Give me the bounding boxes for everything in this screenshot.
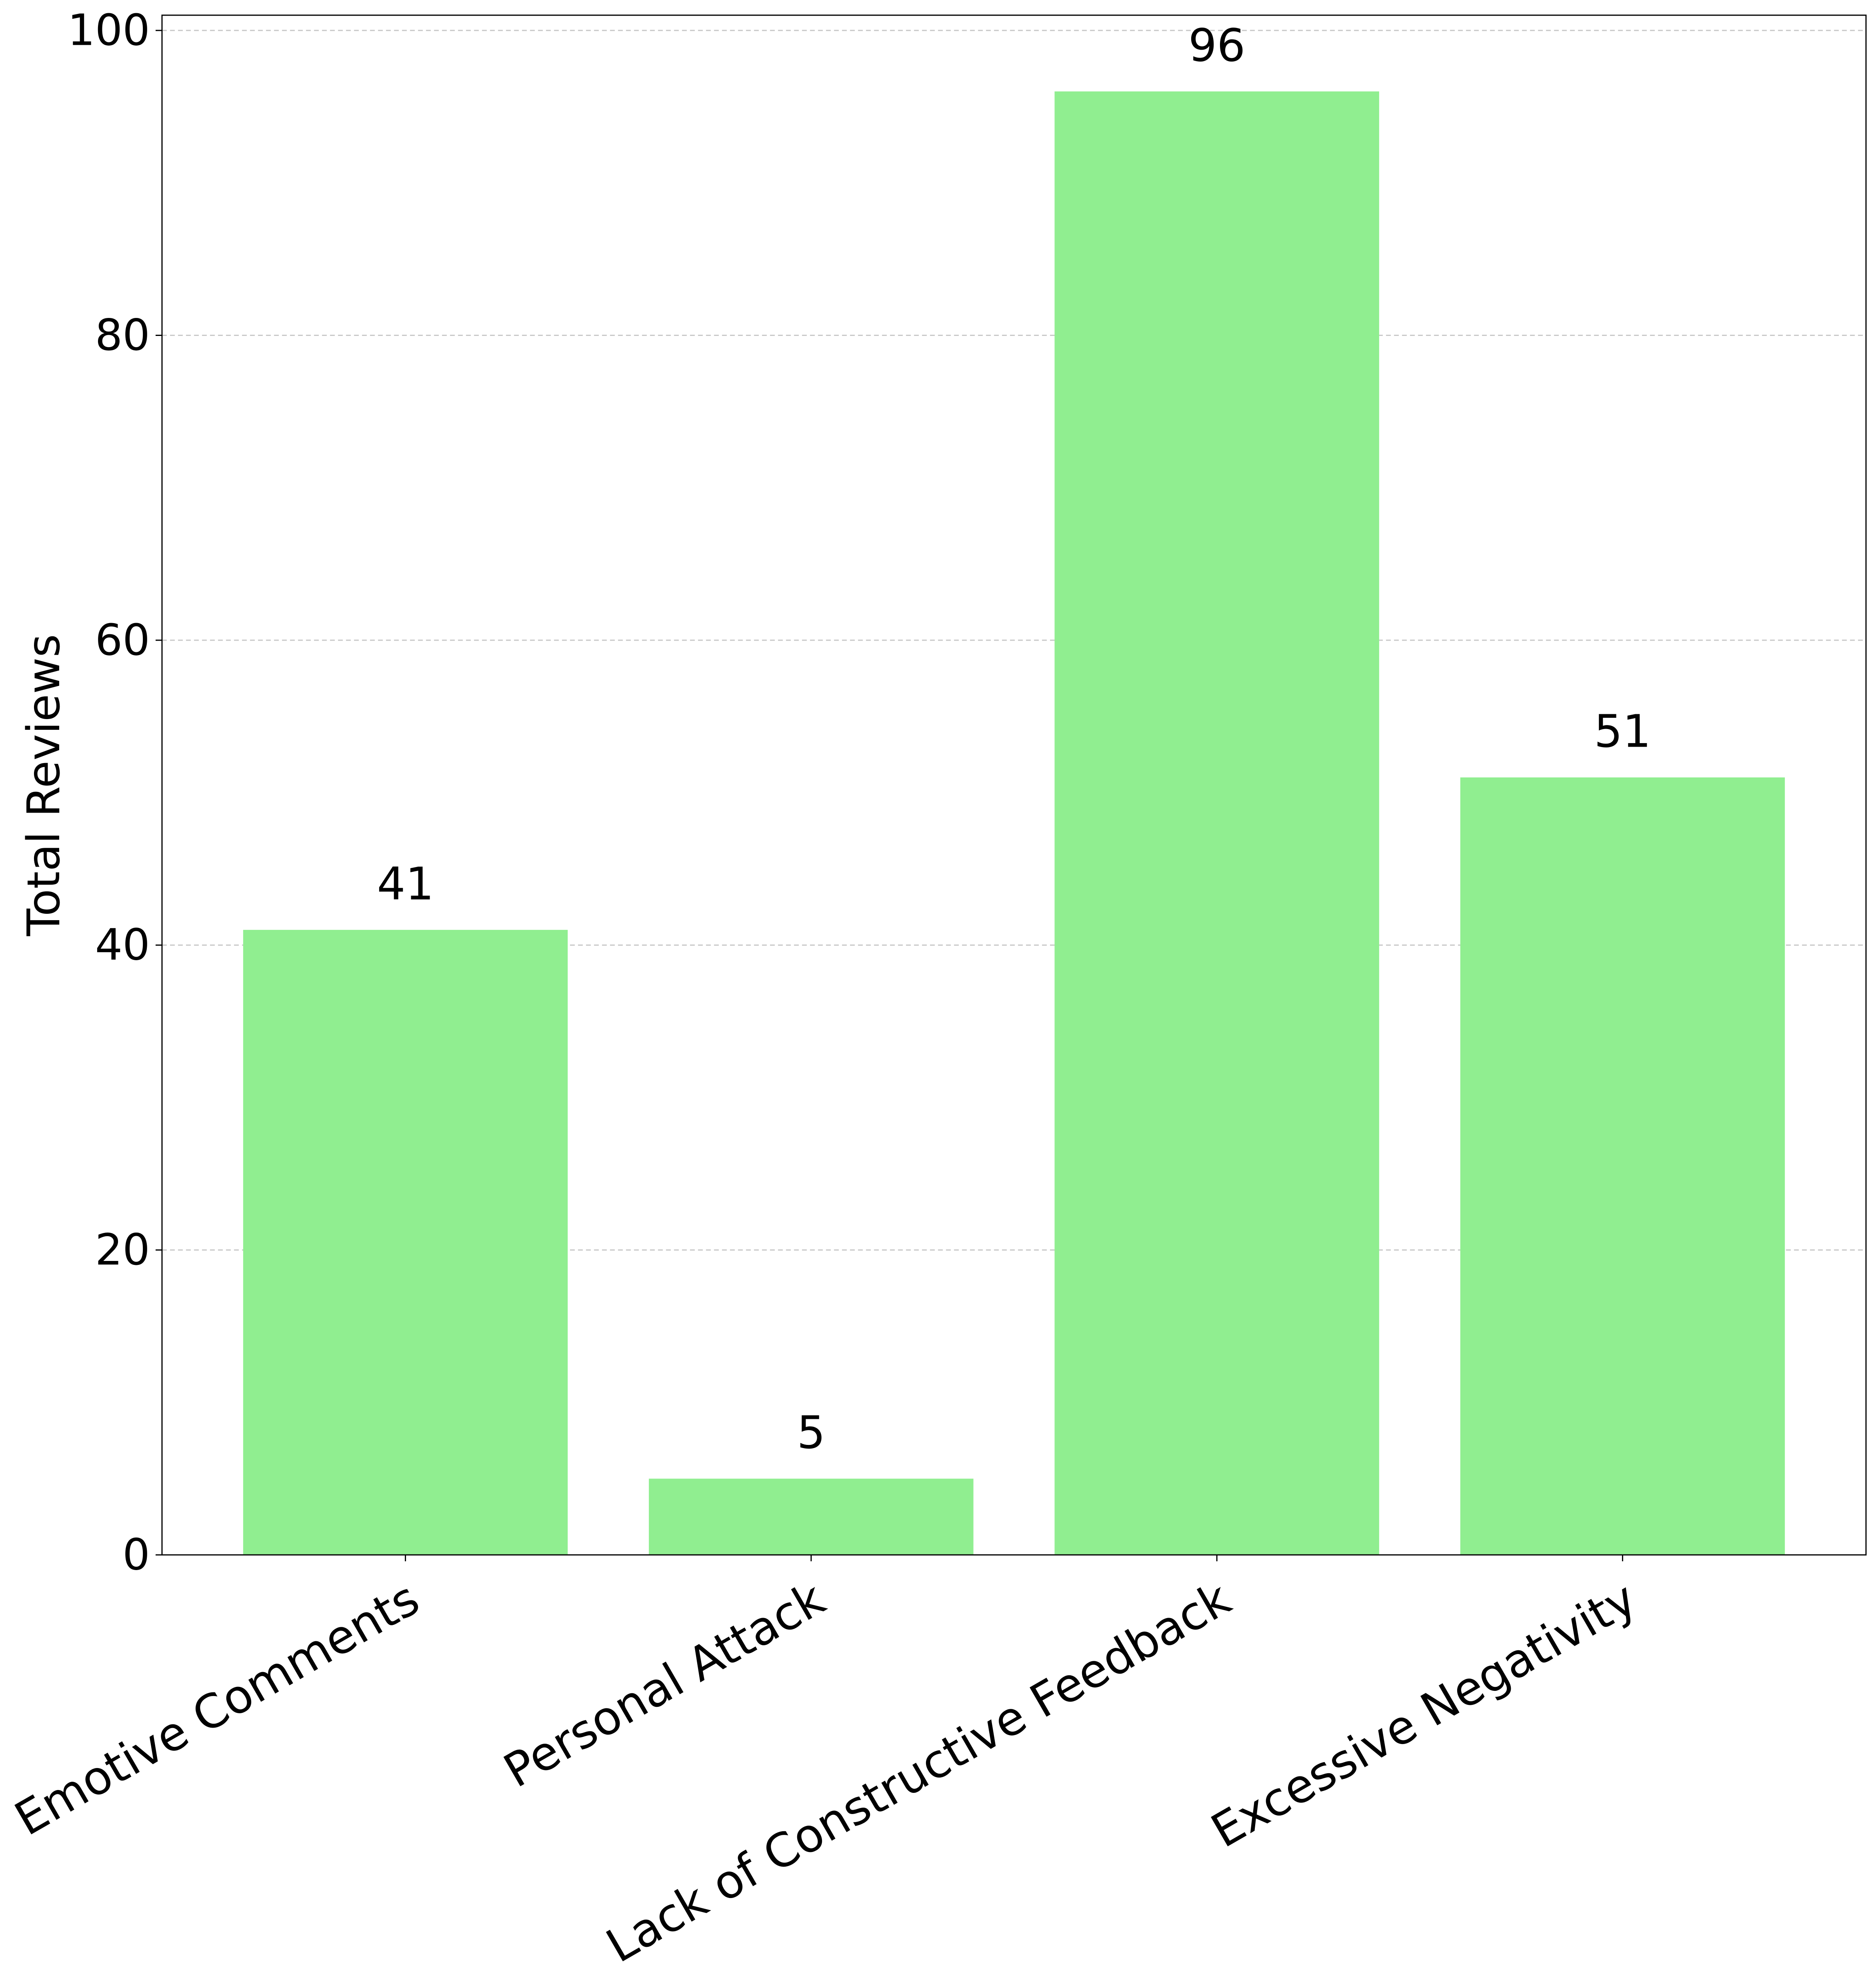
y-tick-label: 60 bbox=[95, 615, 150, 665]
x-tick-label: Excessive Negativity bbox=[1202, 1571, 1645, 1858]
y-tick-label: 40 bbox=[95, 920, 150, 970]
y-tick-label: 100 bbox=[68, 6, 150, 56]
y-tick-label: 80 bbox=[95, 310, 150, 360]
y-axis-title: Total Reviews bbox=[18, 634, 70, 936]
x-tick-label: Lack of Constructive Feedback bbox=[598, 1571, 1240, 1973]
axes bbox=[156, 14, 1867, 1561]
data-label: 41 bbox=[377, 858, 434, 910]
data-label: 51 bbox=[1594, 706, 1651, 758]
y-tick-label: 20 bbox=[95, 1225, 150, 1275]
x-tick-label: Emotive Comments bbox=[6, 1571, 428, 1846]
plot-frame bbox=[161, 14, 1867, 1556]
bars bbox=[243, 91, 1785, 1555]
y-tick-label: 0 bbox=[122, 1530, 150, 1580]
bar bbox=[243, 930, 568, 1555]
data-label: 5 bbox=[797, 1407, 825, 1459]
bar bbox=[649, 1479, 974, 1555]
bar bbox=[1460, 777, 1785, 1555]
data-label: 96 bbox=[1188, 20, 1246, 72]
x-tick-label: Personal Attack bbox=[495, 1571, 834, 1798]
bar bbox=[1054, 91, 1379, 1555]
